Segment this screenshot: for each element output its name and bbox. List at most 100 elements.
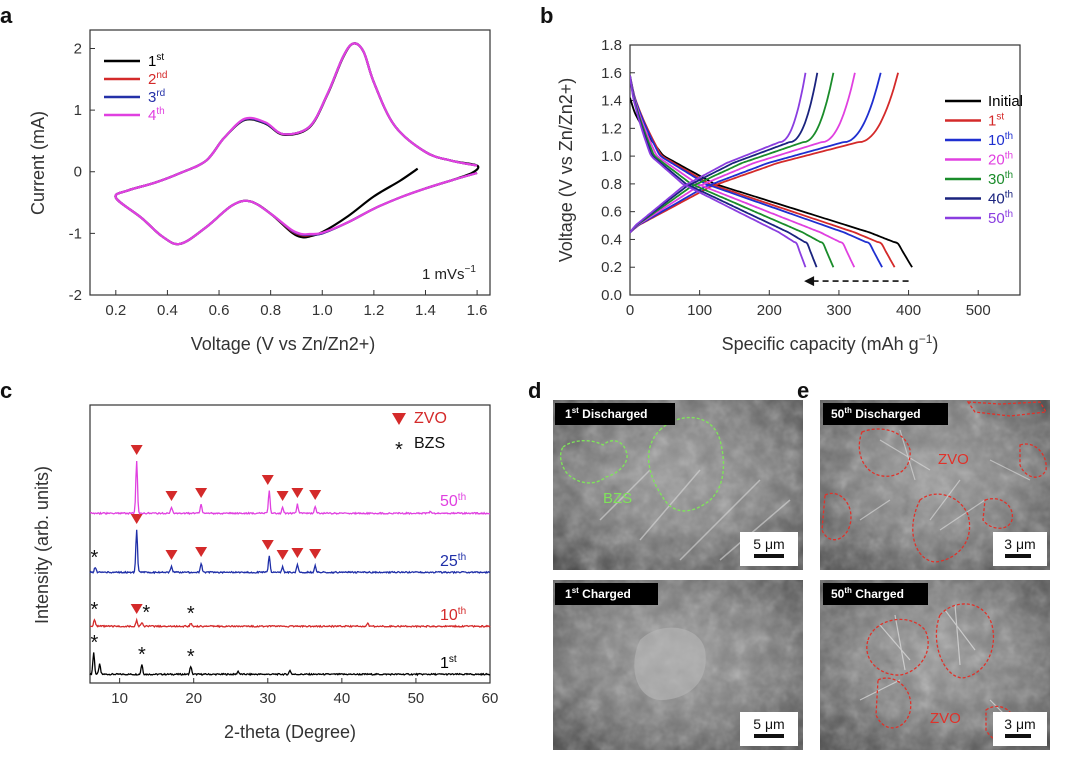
y-tick-label: 1.4 [601,93,622,110]
y-tick-label: 0.0 [601,287,622,304]
y-tick-label: 1.0 [601,148,622,165]
x-tick-label: 50 [408,690,425,707]
sem-label-50th-charged: 50th Charged [831,586,904,601]
sem-label-1st-discharged: 1st Discharged [565,406,648,421]
legend-label: 2nd [148,70,167,88]
panel-letter-c: c [0,378,12,403]
panel-d: d BZS 1st Discharged 5 μm 1st Charged [528,378,803,750]
x-tick-label: 20 [185,690,202,707]
gcd-curves [630,72,913,268]
x-axis-label-c: 2-theta (Degree) [224,722,356,742]
panel-c: c 10 20 30 40 50 60 * * * 1st * * * 10th * 25th 50th 2-… [0,378,498,742]
charge-curve-40th [630,72,819,234]
plot-frame-c [89,404,491,684]
legend-label: 3rd [148,88,165,106]
x-tick-label: 300 [826,302,851,319]
bzs-marker: * [187,646,195,668]
x-tick-label: 0.4 [157,302,178,319]
y-tick-label: 2 [74,40,82,57]
zvo-marker [130,604,143,614]
zvo-region-outline [966,401,1048,417]
y-axis-label-c: Intensity (arb. units) [32,466,52,624]
panel-letter-a: a [0,3,13,28]
zvo-marker [291,548,304,558]
sem-image-d-top: BZS 1st Discharged 5 μm [553,400,803,570]
cv-curve-4th [114,42,478,246]
zvo-marker [130,514,143,524]
legend-label: 10th [988,131,1013,149]
zvo-region-outline [1019,443,1047,478]
bzs-marker: * [142,602,150,624]
y-tick-label: 0.6 [601,204,622,221]
x-tick-label: 0 [626,302,634,319]
sem-image-d-bottom: 1st Charged 5 μm [553,580,803,750]
scale-bar [754,734,784,738]
charge-curve-30th [630,72,835,234]
panel-e: e ZVO 50th Discharged 3 μm [797,378,1050,750]
x-tick-label: 30 [259,690,276,707]
x-tick-label: 0.8 [260,302,281,319]
discharge-curve-Initial [630,97,913,268]
legend-label: 25th [440,552,466,570]
zvo-marker [165,550,178,560]
x-tick-label: 400 [896,302,921,319]
x-tick-label: 1.0 [312,302,333,319]
x-tick-label: 200 [757,302,782,319]
scale-bar-label: 5 μm [753,716,784,732]
plot-frame-a [89,29,491,296]
x-tick-label: 100 [687,302,712,319]
scale-bar-label: 3 μm [1004,716,1035,732]
legend-label: 4th [148,106,165,124]
charge-curve-10th [630,72,882,234]
y-tick-label: 0.4 [601,231,622,248]
scale-bar [1005,554,1031,558]
legend-label: 10th [440,606,466,624]
charge-curve-20th [630,72,856,234]
sem-label-1st-charged: 1st Charged [565,586,631,601]
y-tick-label: -2 [69,287,82,304]
zvo-region-outline [982,498,1013,529]
legend-label: Initial [988,93,1023,110]
zvo-marker [195,547,208,557]
y-tick-label: 1 [74,102,82,119]
xrd-pattern-1st [89,652,491,677]
zvo-region-outline [866,618,929,676]
x-tick-label: 0.2 [105,302,126,319]
cv-curves [114,42,480,246]
zvo-region-label: ZVO [938,451,969,468]
zvo-region-outline [821,492,852,541]
discharge-curve-20th [630,75,856,268]
legend-label: 1st [148,52,164,70]
zvo-marker [165,491,178,501]
charge-curve-50th [630,72,807,234]
xrd-pattern-25th [89,529,491,575]
legend-c: ZVO * BZS [392,410,447,461]
x-axis-label-a: Voltage (V vs Zn/Zn2+) [191,334,376,354]
x-axis-label-b: Specific capacity (mAh g−1) [722,332,939,354]
cv-curve-1st [114,42,480,246]
y-tick-label: 0.2 [601,259,622,276]
panel-letter-b: b [540,3,553,28]
zvo-marker [276,550,289,560]
panel-letter-d: d [528,378,541,403]
y-tick-label: -1 [69,225,82,242]
y-tick-label: 1.6 [601,65,622,82]
zvo-marker [261,540,274,550]
legend-label: BZS [414,435,445,452]
zvo-region-outline [875,677,912,729]
y-tick-label: 1.8 [601,37,622,54]
x-tick-label: 500 [966,302,991,319]
scan-rate-annotation: 1 mVs−1 [422,264,476,283]
legend-label: ZVO [414,410,447,427]
zvo-region-label: ZVO [930,710,961,727]
zvo-marker [309,490,322,500]
x-tick-label: 0.6 [209,302,230,319]
panel-a: a 0.2 0.4 0.6 0.8 1.0 1.2 1.4 1.6 -2 -1 0 1 2 Voltag… [0,3,491,354]
sem-image-e-top: ZVO 50th Discharged 3 μm [820,400,1050,570]
zvo-marker [261,475,274,485]
legend-label: 50th [440,492,466,510]
axis-ticks-a: 0.2 0.4 0.6 0.8 1.0 1.2 1.4 1.6 -2 -1 0 1 2 [69,40,488,319]
bzs-region-label: BZS [603,490,632,507]
zvo-marker [195,488,208,498]
